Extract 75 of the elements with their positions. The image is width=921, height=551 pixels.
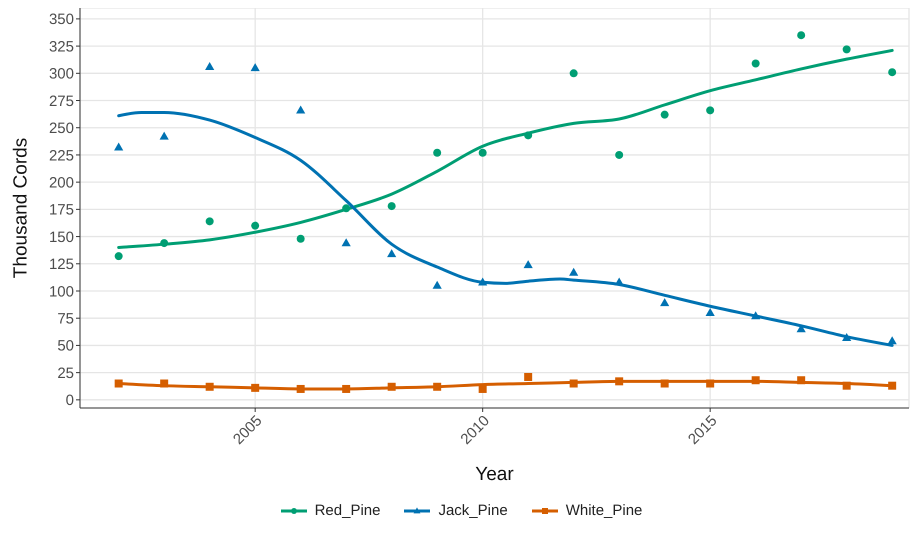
y-tick-label: 0	[66, 392, 74, 410]
y-tick-label: 175	[48, 202, 74, 219]
legend-label: Red_Pine	[314, 502, 380, 519]
point	[387, 249, 396, 258]
point	[797, 376, 806, 384]
point	[296, 384, 305, 393]
point	[751, 311, 760, 320]
point	[432, 280, 442, 289]
x-axis-title: Year	[475, 464, 514, 485]
point	[706, 380, 714, 388]
point	[888, 336, 897, 344]
point	[615, 377, 624, 386]
point	[478, 148, 487, 157]
point	[706, 308, 715, 316]
point	[842, 45, 851, 54]
y-tick-label: 25	[57, 364, 74, 382]
point	[660, 110, 669, 119]
point	[524, 372, 532, 381]
point	[114, 380, 123, 388]
point	[433, 382, 442, 391]
point	[206, 217, 214, 226]
point	[160, 239, 168, 248]
y-tick-label: 200	[48, 174, 74, 192]
legend-label: White_Pine	[566, 502, 642, 519]
point	[388, 202, 396, 210]
point	[296, 234, 305, 243]
point	[251, 384, 260, 392]
point	[114, 252, 123, 260]
point	[842, 332, 852, 341]
y-tick-label: 50	[57, 338, 74, 355]
y-tick-label: 75	[57, 310, 74, 328]
y-tick-label: 225	[48, 147, 74, 164]
point	[250, 63, 260, 72]
point	[752, 60, 760, 68]
point	[570, 69, 578, 78]
point	[614, 277, 624, 286]
y-tick-label: 100	[48, 283, 74, 300]
point	[524, 131, 532, 140]
legend-label: Jack_Pine	[438, 502, 508, 519]
point	[342, 204, 350, 212]
point	[388, 382, 396, 391]
point	[888, 68, 896, 76]
point	[842, 382, 851, 390]
point	[160, 132, 169, 140]
point	[615, 150, 624, 159]
point	[251, 222, 260, 230]
point	[752, 376, 760, 384]
y-tick-label: 125	[48, 256, 74, 274]
point	[205, 62, 214, 70]
point	[342, 238, 351, 246]
point	[114, 142, 124, 151]
point	[888, 382, 896, 390]
point	[660, 380, 669, 388]
y-tick-label: 325	[48, 38, 74, 56]
y-tick-label: 150	[48, 228, 74, 246]
y-tick-label: 300	[48, 66, 74, 83]
point	[569, 268, 578, 276]
line-series	[117, 48, 894, 249]
point	[796, 324, 806, 332]
y-tick-label: 250	[48, 120, 74, 138]
point	[478, 277, 488, 286]
point	[797, 31, 806, 40]
y-tick-label: 350	[48, 11, 74, 28]
point	[160, 380, 168, 388]
point	[433, 148, 442, 157]
point	[660, 298, 670, 306]
point	[296, 106, 306, 114]
point	[206, 382, 214, 391]
point	[478, 384, 487, 393]
y-axis-title: Thousand Cords	[10, 138, 32, 278]
point	[524, 260, 533, 268]
y-tick-label: 275	[48, 92, 74, 110]
point	[706, 106, 714, 114]
point	[342, 384, 350, 393]
point	[570, 380, 578, 388]
